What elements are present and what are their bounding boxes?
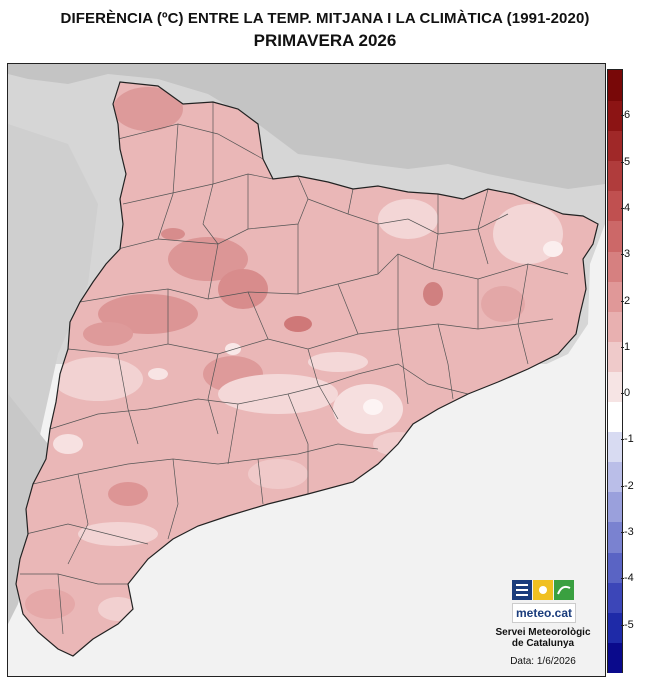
legend-tick-label: 4 — [624, 201, 631, 214]
legend-color-step — [608, 310, 622, 342]
pyrenees-relief — [8, 64, 605, 189]
legend-color-step — [608, 401, 622, 433]
legend-color-step — [608, 220, 622, 252]
legend-color-step — [608, 461, 622, 493]
legend-tick-label: 0 — [624, 387, 631, 400]
legend-tick-mark — [621, 532, 624, 534]
legend-tick-mark — [621, 393, 624, 395]
legend-color-step — [608, 431, 622, 463]
legend-tick-label: -5 — [624, 618, 634, 631]
organization-name: Servei Meteorològic de Catalunya — [495, 627, 591, 649]
legend-colorbar — [607, 69, 623, 673]
legend-tick-label: 6 — [624, 109, 631, 122]
legend-color-step — [608, 100, 622, 132]
legend-tick-label: 1 — [624, 340, 631, 353]
legend-color-step — [608, 250, 622, 282]
legend-tick-label: -2 — [624, 479, 634, 492]
legend-tick-mark — [621, 485, 624, 487]
legend-color-step — [608, 280, 622, 312]
legend-tick-label: -3 — [624, 526, 634, 539]
legend-tick-label: -1 — [624, 433, 634, 446]
logo-text: meteo.cat — [512, 603, 576, 623]
legend-color-step — [608, 160, 622, 192]
legend-tick-mark — [621, 254, 624, 256]
legend-color-step — [608, 521, 622, 553]
legend-tick-mark — [621, 115, 624, 117]
aragon-relief — [8, 124, 98, 484]
legend-color-step — [608, 611, 622, 643]
legend-tick-label: 3 — [624, 248, 631, 261]
legend-color-step — [608, 70, 622, 101]
legend-tick-mark — [621, 624, 624, 626]
legend-tick-mark — [621, 578, 624, 580]
legend-tick-mark — [621, 439, 624, 441]
map-date: Data: 1/6/2026 — [510, 656, 576, 667]
legend-color-step — [608, 491, 622, 523]
map-subtitle: PRIMAVERA 2026 — [253, 31, 397, 50]
legend-tick-mark — [621, 346, 624, 348]
legend-color-step — [608, 641, 622, 673]
legend-color-step — [608, 581, 622, 613]
legend-tick-mark — [621, 161, 624, 163]
catalonia-map — [8, 64, 605, 676]
anomaly-field — [16, 82, 598, 656]
meteocat-logo-icon — [512, 580, 574, 600]
legend-tick-label: 2 — [624, 294, 631, 307]
legend-tick-label: 5 — [624, 155, 631, 168]
mediterranean-sea — [8, 214, 605, 676]
legend-tick-mark — [621, 300, 624, 302]
legend-color-step — [608, 551, 622, 583]
legend-color-step — [608, 371, 622, 402]
legend-color-step — [608, 130, 622, 162]
map-title: DIFERÈNCIA (ºC) ENTRE LA TEMP. MITJANA I… — [60, 10, 590, 27]
comarca-boundaries — [20, 102, 569, 635]
legend-color-step — [608, 340, 622, 372]
legend-tick-mark — [621, 207, 624, 209]
legend-tick-label: -4 — [624, 572, 634, 585]
legend-color-step — [608, 190, 622, 222]
map-panel[interactable] — [7, 63, 606, 677]
